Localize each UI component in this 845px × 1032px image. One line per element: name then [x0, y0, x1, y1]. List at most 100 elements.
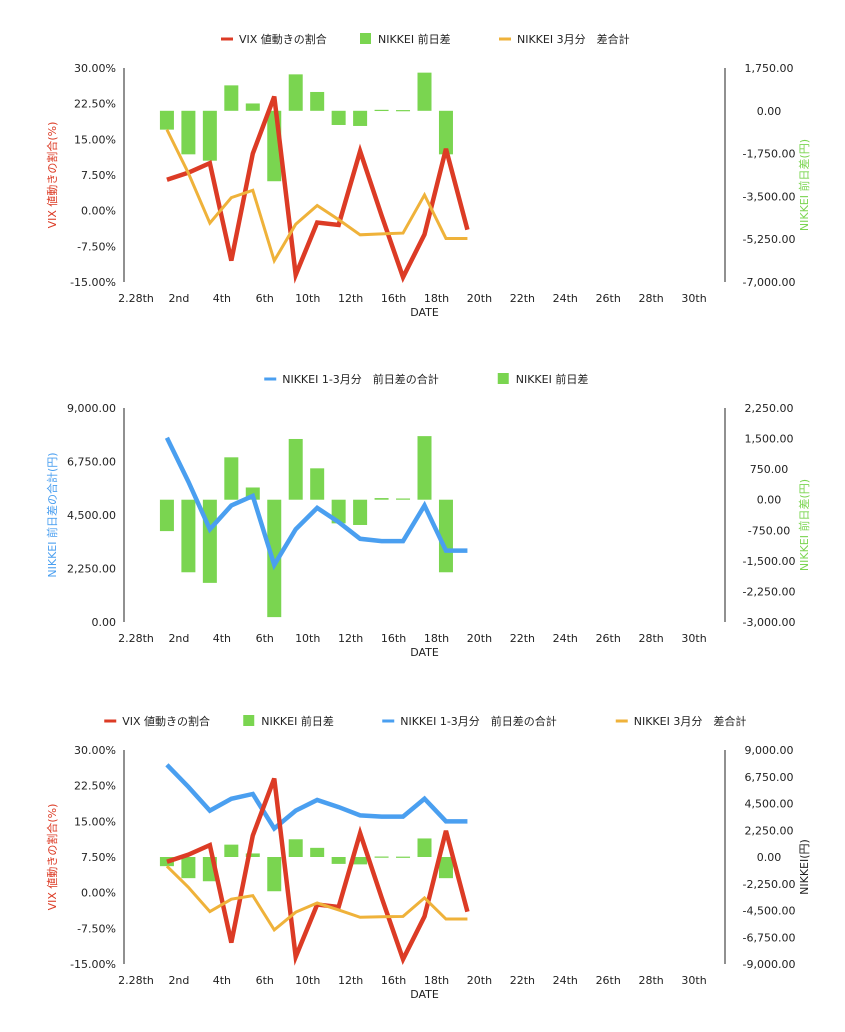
- left-axis-title: VIX 値動きの割合(%): [45, 122, 59, 229]
- x-tick-label: 18th: [424, 632, 449, 645]
- series-line: [164, 436, 468, 571]
- bar-nikkei-diff: [417, 72, 432, 111]
- combined-chart: 30.00% 22.50% 15.00% 7.50% 0.00% -7.50% -15.00…: [45, 714, 811, 1001]
- x-tick-label: 2.28th: [118, 632, 154, 645]
- vix-nikkei-march-chart: 30.00% 22.50% 15.00% 7.50% 0.00% -7.50% -15.00…: [45, 32, 811, 319]
- right-tick-label: 750.00: [750, 463, 789, 476]
- x-tick-label: 16th: [381, 632, 406, 645]
- x-tick-label: 2.28th: [118, 974, 154, 987]
- right-tick-label: 4,500.00: [745, 798, 794, 811]
- legend-label: NIKKEI 1-3月分 前日差の合計: [282, 372, 439, 386]
- series-line: [166, 95, 470, 284]
- right-tick-label: 0.00: [757, 105, 782, 118]
- left-tick-label: 30.00%: [74, 744, 116, 757]
- x-tick-label: 10th: [295, 974, 320, 987]
- left-tick-label: 9,000.00: [67, 402, 116, 415]
- x-tick-label: 22th: [510, 632, 535, 645]
- x-tick-label: 2nd: [168, 974, 189, 987]
- x-tick-label: 24th: [553, 292, 578, 305]
- series-line: [165, 128, 468, 265]
- bar-nikkei-diff: [438, 499, 453, 573]
- x-tick-label: 20th: [467, 974, 492, 987]
- x-tick-label: 22th: [510, 292, 535, 305]
- bar-nikkei-diff: [181, 499, 196, 573]
- legend-label: NIKKEI 3月分 差合計: [517, 32, 630, 46]
- right-tick-label: -3,000.00: [743, 616, 796, 629]
- right-axis-title: NIKKEI 前日差(円): [797, 139, 811, 231]
- x-tick-label: 4th: [213, 292, 231, 305]
- legend-label: NIKKEI 3月分 差合計: [634, 714, 747, 728]
- legend-swatch-bar: [360, 33, 371, 44]
- bar-nikkei-diff: [374, 109, 389, 112]
- legend-swatch-bar: [497, 373, 509, 384]
- x-tick-label: 4th: [213, 632, 231, 645]
- legend-label: NIKKEI 前日差: [516, 372, 589, 386]
- bar-nikkei-diff: [417, 838, 432, 857]
- bar-nikkei-diff: [353, 857, 368, 865]
- right-tick-label: -750.00: [748, 524, 790, 537]
- left-tick-label: 0.00: [92, 616, 117, 629]
- left-tick-label: 15.00%: [74, 133, 116, 146]
- bar-nikkei-diff: [396, 498, 411, 500]
- bar-nikkei-diff: [396, 110, 411, 112]
- right-tick-label: 6,750.00: [745, 771, 794, 784]
- bar-nikkei-diff: [396, 856, 411, 858]
- bar-nikkei-diff: [353, 499, 368, 525]
- left-tick-label: 15.00%: [74, 815, 116, 828]
- x-tick-label: 20th: [467, 292, 492, 305]
- x-tick-label: 12th: [338, 632, 363, 645]
- x-axis-title: DATE: [410, 306, 439, 319]
- bar-nikkei-diff: [202, 499, 217, 583]
- right-tick-label: -1,750.00: [743, 148, 796, 161]
- x-tick-label: 6th: [256, 632, 274, 645]
- left-tick-label: 2,250.00: [67, 563, 116, 576]
- series-line: [165, 763, 468, 832]
- bar-nikkei-diff: [310, 468, 325, 500]
- bar-nikkei-diff: [353, 110, 368, 126]
- bar-nikkei-diff: [331, 857, 346, 864]
- left-tick-label: -15.00%: [70, 958, 116, 971]
- left-tick-label: 7.50%: [81, 169, 116, 182]
- right-tick-label: -3,500.00: [743, 190, 796, 203]
- bar-nikkei-diff: [181, 110, 196, 155]
- x-tick-label: 20th: [467, 632, 492, 645]
- x-tick-label: 30th: [681, 292, 706, 305]
- right-tick-label: -9,000.00: [743, 958, 796, 971]
- bar-nikkei-diff: [310, 91, 325, 111]
- bar-nikkei-diff: [331, 110, 346, 125]
- left-tick-label: 4,500.00: [67, 509, 116, 522]
- bar-nikkei-diff: [374, 856, 389, 858]
- x-tick-label: 2.28th: [118, 292, 154, 305]
- bar-nikkei-diff: [288, 839, 303, 857]
- right-axis-title: NIKKEI(円): [798, 839, 811, 895]
- legend-label: VIX 値動きの割合: [122, 714, 210, 728]
- left-tick-label: 30.00%: [74, 62, 116, 75]
- right-tick-label: 2,250.00: [745, 824, 794, 837]
- bar-nikkei-diff: [267, 857, 282, 892]
- x-tick-label: 22th: [510, 974, 535, 987]
- x-tick-label: 18th: [424, 292, 449, 305]
- left-tick-label: 22.50%: [74, 98, 116, 111]
- x-tick-label: 16th: [381, 974, 406, 987]
- legend-label: NIKKEI 前日差: [261, 714, 334, 728]
- right-tick-label: 9,000.00: [745, 744, 794, 757]
- legend-label: NIKKEI 1-3月分 前日差の合計: [400, 714, 557, 728]
- x-axis-title: DATE: [410, 646, 439, 659]
- bar-nikkei-diff: [245, 103, 260, 111]
- x-tick-label: 10th: [295, 632, 320, 645]
- x-tick-label: 6th: [256, 974, 274, 987]
- right-tick-label: 2,250.00: [745, 402, 794, 415]
- x-tick-label: 18th: [424, 974, 449, 987]
- x-tick-label: 24th: [553, 974, 578, 987]
- x-tick-label: 26th: [596, 974, 621, 987]
- right-tick-label: -6,750.00: [743, 931, 796, 944]
- bar-nikkei-diff: [159, 499, 174, 532]
- x-tick-label: 26th: [596, 292, 621, 305]
- right-tick-label: -7,000.00: [743, 276, 796, 289]
- legend-label: NIKKEI 前日差: [378, 32, 451, 46]
- x-tick-label: 16th: [381, 292, 406, 305]
- bar-nikkei-diff: [224, 85, 239, 111]
- bar-nikkei-diff: [159, 110, 174, 130]
- x-tick-label: 26th: [596, 632, 621, 645]
- bar-nikkei-diff: [417, 436, 432, 500]
